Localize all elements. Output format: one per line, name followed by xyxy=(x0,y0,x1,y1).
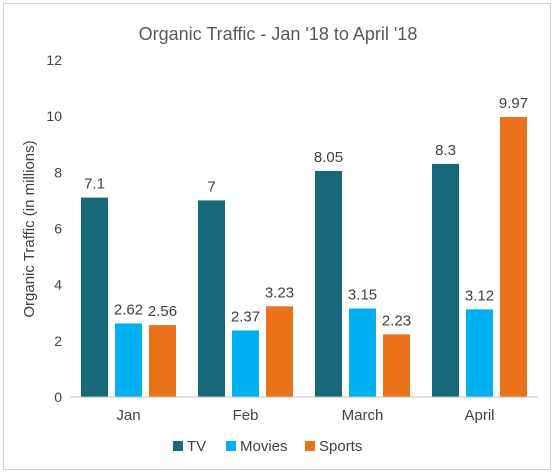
legend-label-sports: Sports xyxy=(319,438,362,455)
y-axis-label: Organic Traffic (in millions) xyxy=(21,140,38,317)
data-label: 9.97 xyxy=(499,95,528,112)
bar-sports-jan xyxy=(149,325,176,397)
y-axis-ticks: 0 2 4 6 8 10 12 xyxy=(46,52,62,405)
data-label: 7.1 xyxy=(84,176,105,193)
bar-sports-march xyxy=(383,334,410,397)
bar-movies-march xyxy=(349,308,376,397)
data-label: 3.23 xyxy=(265,284,294,301)
data-label: 7 xyxy=(207,178,215,195)
data-labels: 7.1 2.62 2.56 7 2.37 3.23 8.05 3.15 2.23 8.3 3.12 9… xyxy=(84,95,528,329)
y-tick-label: 4 xyxy=(54,277,62,293)
bar-movies-april xyxy=(466,309,493,397)
data-label: 8.3 xyxy=(435,142,456,159)
y-tick-label: 10 xyxy=(46,108,62,124)
data-label: 8.05 xyxy=(314,149,343,166)
bar-tv-march xyxy=(315,170,342,397)
bar-movies-feb xyxy=(232,330,259,397)
y-tick-label: 2 xyxy=(54,333,62,349)
legend-label-tv: TV xyxy=(187,438,206,455)
bar-tv-april xyxy=(432,163,459,397)
y-tick-label: 6 xyxy=(54,221,62,237)
x-category-label: Feb xyxy=(233,407,259,424)
y-tick-label: 8 xyxy=(54,164,62,180)
y-tick-label: 0 xyxy=(54,389,62,405)
x-category-label: March xyxy=(342,407,384,424)
data-label: 3.15 xyxy=(348,287,377,304)
data-label: 2.56 xyxy=(148,303,177,320)
x-category-label: Jan xyxy=(116,407,140,424)
x-category-label: April xyxy=(464,407,494,424)
legend-swatch-sports xyxy=(305,441,315,451)
y-tick-label: 12 xyxy=(46,52,62,68)
data-label: 2.37 xyxy=(231,308,260,325)
bars xyxy=(81,117,527,398)
data-label: 2.62 xyxy=(114,301,143,318)
legend-swatch-movies xyxy=(226,441,236,451)
bar-tv-feb xyxy=(198,200,225,397)
bar-movies-jan xyxy=(115,323,142,397)
data-label: 3.12 xyxy=(465,287,494,304)
data-label: 2.23 xyxy=(382,312,411,329)
bar-sports-feb xyxy=(266,306,293,397)
chart-title: Organic Traffic - Jan '18 to April '18 xyxy=(139,24,418,44)
legend: TV Movies Sports xyxy=(173,438,362,455)
legend-label-movies: Movies xyxy=(240,438,288,455)
bar-tv-jan xyxy=(81,197,108,397)
x-axis-categories: Jan Feb March April xyxy=(116,407,494,424)
bar-sports-april xyxy=(500,117,527,398)
legend-swatch-tv xyxy=(173,441,183,451)
